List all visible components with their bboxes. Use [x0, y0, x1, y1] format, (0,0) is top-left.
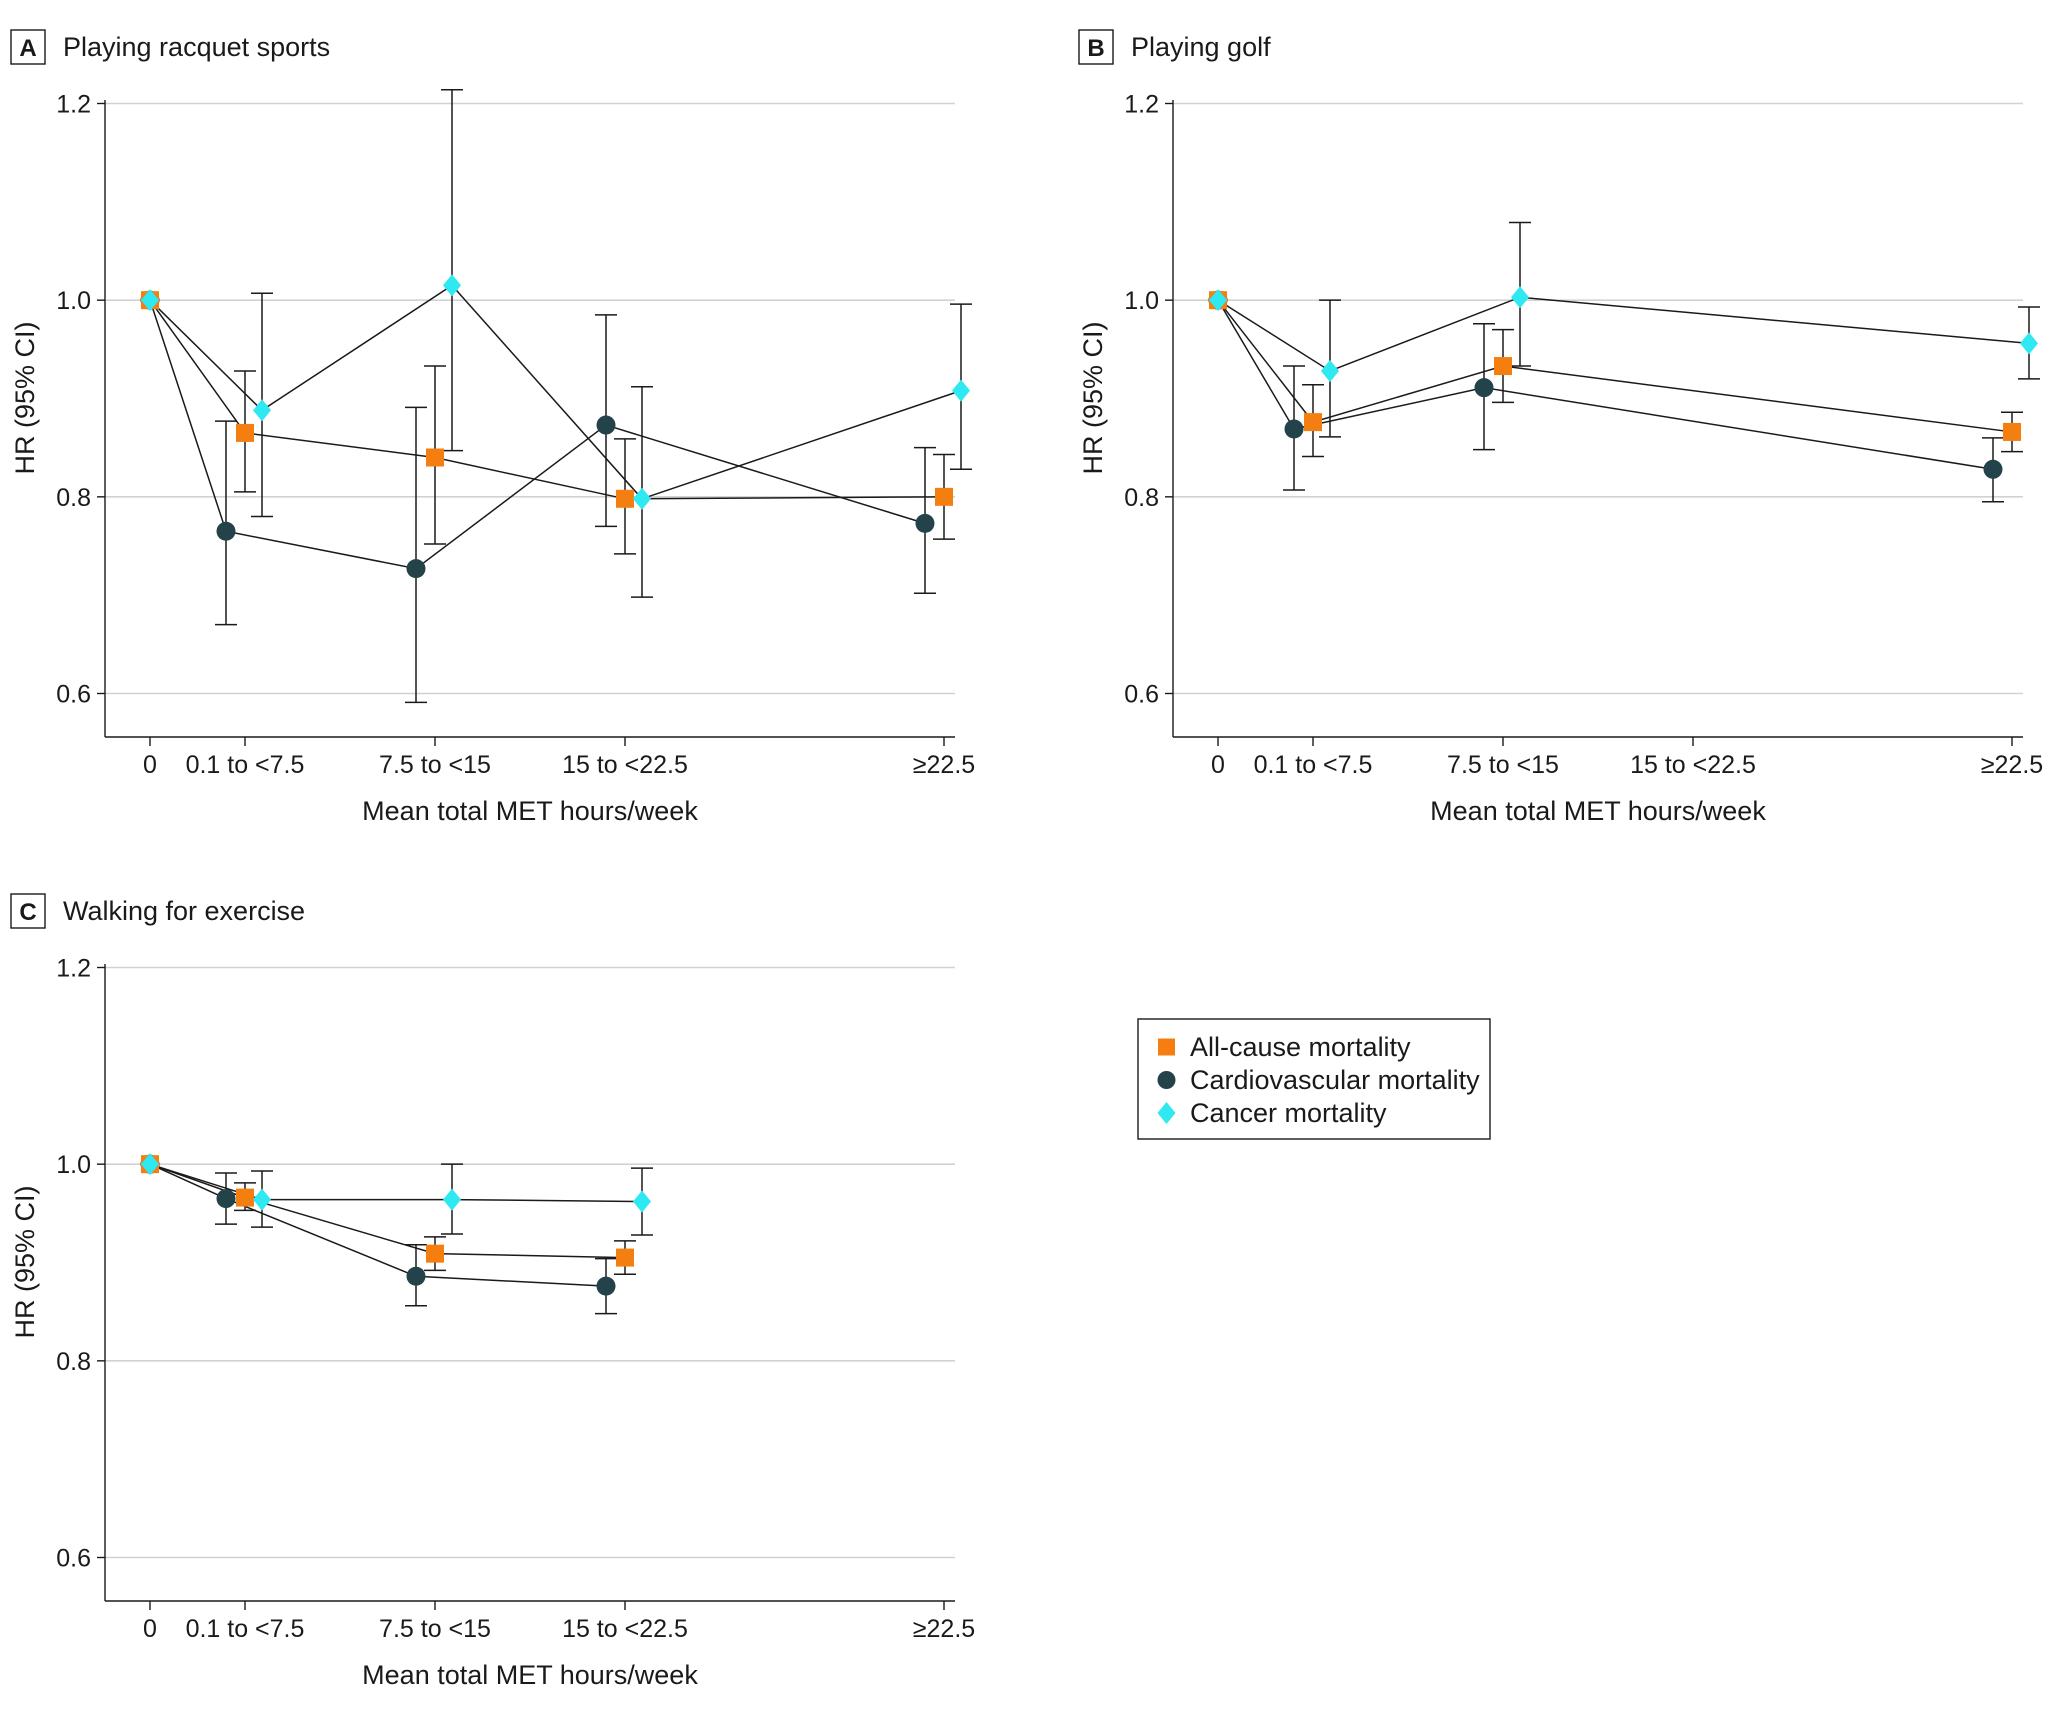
series-line-all_cause — [149, 1163, 626, 1259]
marker-cancer — [1511, 286, 1529, 309]
x-tick-label: 0 — [143, 751, 157, 779]
marker-cancer — [141, 289, 159, 312]
y-tick-label: 0.6 — [56, 681, 91, 709]
series-line-cancer — [1217, 296, 2030, 372]
x-tick-label: ≥22.5 — [913, 1615, 975, 1643]
marker-all-cause — [1494, 357, 1512, 376]
x-tick-label: 0 — [1211, 751, 1225, 779]
legend-swatch-cardiovascular — [1157, 1071, 1176, 1089]
x-tick-label: ≥22.5 — [913, 751, 975, 779]
legend-label: Cancer mortality — [1190, 1098, 1387, 1128]
x-tick-label: 7.5 to <15 — [1447, 751, 1559, 779]
panel-letter-box — [1078, 29, 1114, 65]
marker-cardiovascular — [216, 521, 236, 541]
marker-all-cause — [616, 1248, 634, 1267]
series-line-cancer — [149, 284, 962, 500]
y-axis-title: HR (95% CI) — [10, 1185, 40, 1338]
series-line-cardiovascular — [149, 1163, 607, 1287]
legend-label: All-cause mortality — [1190, 1032, 1411, 1062]
y-tick-label: 1.2 — [1124, 91, 1159, 119]
legend-box — [1137, 1018, 1491, 1140]
marker-all-cause — [236, 1188, 254, 1207]
marker-cancer — [443, 1188, 461, 1211]
y-tick-label: 0.6 — [56, 1545, 91, 1573]
series-line-cardiovascular — [1217, 299, 1994, 471]
y-tick-label: 1.0 — [56, 287, 91, 315]
series-line-all_cause — [1217, 299, 2013, 433]
x-tick-label: 15 to <22.5 — [562, 1615, 688, 1643]
panel-b: B Playing golf 0.6 0.8 1.0 1.2 0 0.1 to <7.5 7.5… — [1078, 29, 2043, 826]
y-tick-label: 0.8 — [56, 1348, 91, 1376]
x-tick-label: 7.5 to <15 — [379, 751, 491, 779]
x-tick-label: 0.1 to <7.5 — [1254, 751, 1373, 779]
marker-cardiovascular — [216, 1189, 236, 1209]
marker-all-cause — [935, 487, 953, 506]
marker-cancer — [633, 1190, 651, 1213]
marker-cardiovascular — [1284, 419, 1304, 439]
marker-cancer — [253, 1188, 271, 1211]
panel-letter: A — [19, 35, 36, 62]
marker-cardiovascular — [1474, 378, 1494, 398]
marker-cardiovascular — [406, 1266, 426, 1286]
y-axis-title: HR (95% CI) — [1078, 321, 1108, 474]
marker-cancer — [443, 274, 461, 297]
marker-cancer — [1209, 289, 1227, 312]
series-line-cardiovascular — [149, 299, 926, 570]
y-tick-label: 0.8 — [56, 484, 91, 512]
x-axis-title: Mean total MET hours/week — [362, 1660, 698, 1690]
x-tick-label: 0.1 to <7.5 — [186, 751, 305, 779]
marker-cardiovascular — [406, 559, 426, 579]
x-axis-title: Mean total MET hours/week — [362, 796, 698, 826]
panel-title: Playing golf — [1131, 32, 1271, 62]
x-axis-title: Mean total MET hours/week — [1430, 796, 1766, 826]
marker-cardiovascular — [1983, 459, 2003, 479]
x-tick-label: 0 — [143, 1615, 157, 1643]
y-tick-label: 0.6 — [1124, 681, 1159, 709]
x-tick-label: ≥22.5 — [1981, 751, 2043, 779]
y-axis-title: HR (95% CI) — [10, 321, 40, 474]
marker-all-cause — [426, 1244, 444, 1263]
panel-c: C Walking for exercise 0.6 0.8 1.0 1.2 0 0.1 to… — [10, 893, 975, 1690]
marker-cancer — [253, 399, 271, 422]
marker-all-cause — [1304, 413, 1322, 432]
marker-all-cause — [2003, 422, 2021, 441]
x-tick-label: 0.1 to <7.5 — [186, 1615, 305, 1643]
marker-cardiovascular — [915, 513, 935, 533]
marker-cancer — [1321, 359, 1339, 382]
panel-letter-box — [10, 29, 46, 65]
panel-letter-box — [10, 893, 46, 929]
x-tick-label: 15 to <22.5 — [562, 751, 688, 779]
panel-a: A Playing racquet sports 0.6 0.8 1.0 1.2 0 0.1 … — [10, 29, 975, 826]
y-tick-label: 1.2 — [56, 91, 91, 119]
marker-cancer — [633, 487, 651, 510]
marker-cancer — [141, 1153, 159, 1176]
marker-cancer — [2020, 332, 2038, 355]
marker-cardiovascular — [596, 415, 616, 435]
marker-all-cause — [426, 448, 444, 467]
x-tick-label: 15 to <22.5 — [1630, 751, 1756, 779]
series-line-cancer — [149, 1163, 643, 1203]
marker-cardiovascular — [596, 1276, 616, 1296]
panel-title: Walking for exercise — [63, 896, 305, 926]
legend-swatch-all-cause — [1158, 1038, 1175, 1056]
panel-letter: C — [19, 899, 36, 926]
panel-title: Playing racquet sports — [63, 32, 330, 62]
panel-letter: B — [1087, 35, 1104, 62]
y-tick-label: 0.8 — [1124, 484, 1159, 512]
y-tick-label: 1.2 — [56, 955, 91, 983]
legend-swatch-cancer — [1157, 1102, 1176, 1124]
y-tick-label: 1.0 — [56, 1151, 91, 1179]
x-tick-label: 7.5 to <15 — [379, 1615, 491, 1643]
marker-all-cause — [236, 423, 254, 442]
marker-cancer — [952, 379, 970, 402]
marker-all-cause — [616, 489, 634, 508]
legend-label: Cardiovascular mortality — [1190, 1065, 1480, 1095]
y-tick-label: 1.0 — [1124, 287, 1159, 315]
